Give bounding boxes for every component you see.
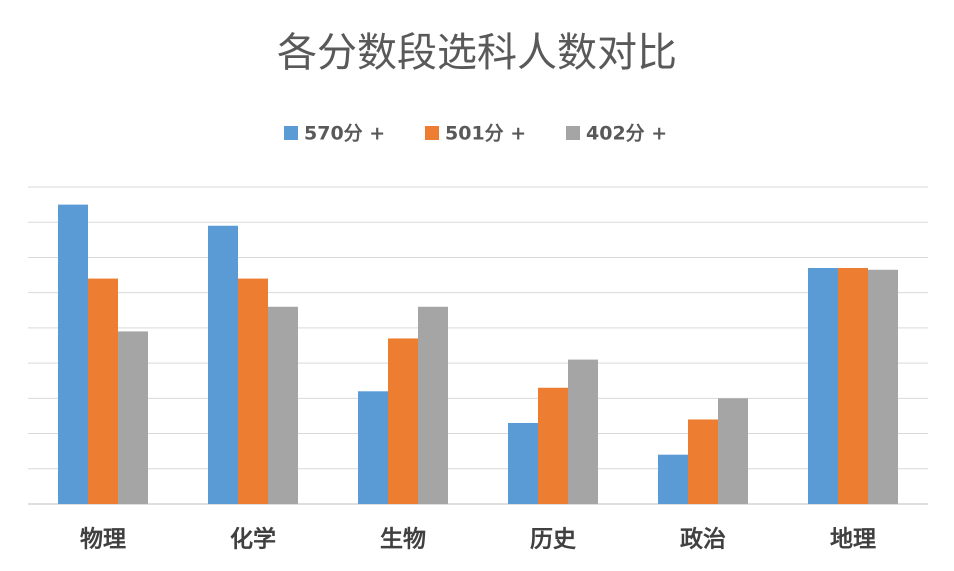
bar bbox=[658, 454, 688, 504]
bar bbox=[208, 225, 238, 504]
bar bbox=[238, 278, 268, 504]
x-tick-label: 政治 bbox=[680, 526, 726, 553]
chart-title: 各分数段选科人数对比 bbox=[277, 30, 677, 76]
bar bbox=[868, 269, 898, 504]
bar bbox=[688, 419, 718, 504]
legend-swatch bbox=[284, 126, 298, 140]
legend-swatch bbox=[425, 126, 439, 140]
bar bbox=[838, 268, 868, 504]
bar bbox=[88, 278, 118, 504]
x-tick-label: 地理 bbox=[830, 527, 876, 553]
bar bbox=[358, 391, 388, 504]
x-tick-label: 历史 bbox=[530, 527, 577, 553]
bar bbox=[538, 387, 568, 504]
bar bbox=[568, 359, 598, 504]
legend-label: 402分 + bbox=[586, 123, 667, 145]
bar bbox=[388, 338, 418, 504]
x-tick-label: 化学 bbox=[230, 526, 276, 553]
legend-label: 501分 + bbox=[445, 123, 526, 145]
bar bbox=[418, 306, 448, 504]
bar bbox=[268, 306, 298, 504]
bar bbox=[58, 204, 88, 504]
legend-label: 570分 + bbox=[304, 123, 385, 145]
x-tick-label: 生物 bbox=[380, 526, 426, 553]
x-tick-label: 物理 bbox=[80, 526, 126, 553]
bar bbox=[118, 331, 148, 504]
bar bbox=[808, 268, 838, 504]
bar bbox=[508, 422, 538, 504]
bar bbox=[718, 398, 748, 504]
legend-swatch bbox=[566, 126, 580, 140]
